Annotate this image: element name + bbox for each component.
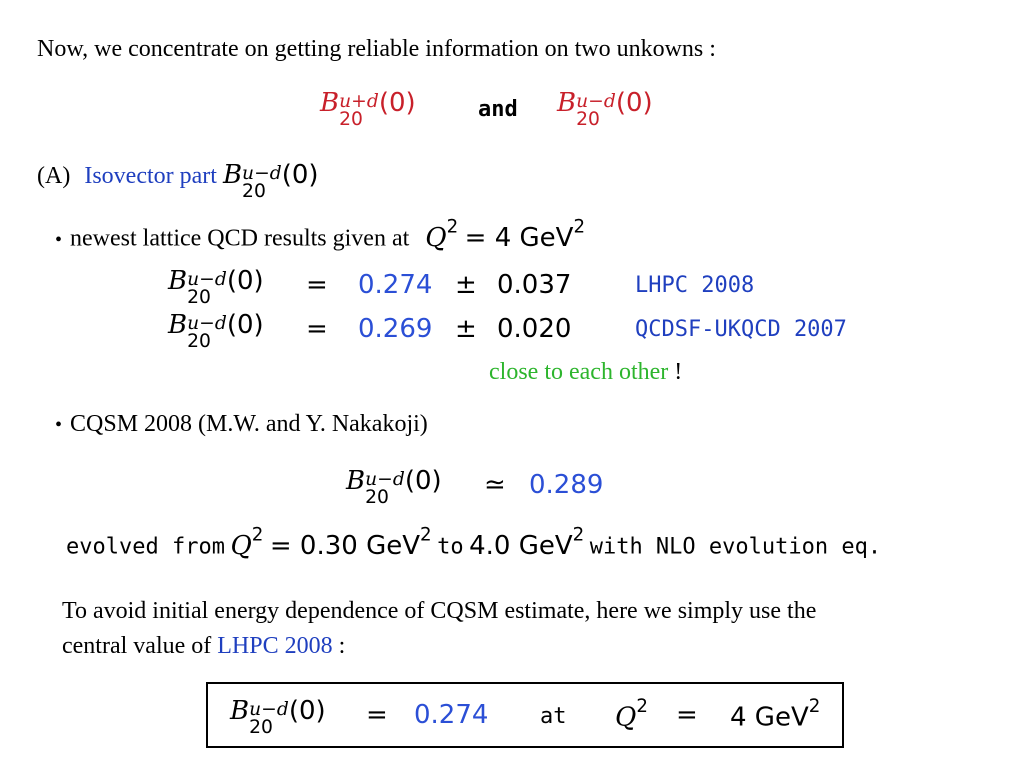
result-equals: = [306,270,328,300]
result-source: QCDSF-UKQCD 2007 [635,317,847,342]
result-pm: ± [455,314,477,344]
symbol-base: B [222,160,243,190]
result-error: 0.020 [497,314,572,344]
symbol-base: B [230,696,250,726]
paragraph-line-2: central value of LHPC 2008 : [62,633,345,660]
q-exponent: 2 [446,216,459,237]
symbol-base: B [346,466,366,496]
boxed-value: 0.274 [414,700,489,730]
symbol-subscript: 20 [576,109,600,131]
symbol-base: B [168,310,188,340]
bullet-mark: • [55,414,63,436]
symbol-base: B [557,88,577,118]
close-note-text: close to each other [489,359,669,385]
boxed-q-equals: = [676,700,698,730]
evolution-q-formula: Q2 = 0.30 GeV2 [230,524,431,561]
symbol-superscript: u−d [576,90,616,112]
symbol-superscript: u−d [187,312,227,334]
paragraph-line-1: To avoid initial energy dependence of CQ… [62,598,817,624]
result-value: 0.274 [358,270,433,300]
result-source: LHPC 2008 [635,273,755,298]
symbol-argument: (0) [288,696,326,726]
and-word: and [478,97,518,122]
evolution-word-from: evolved from [66,534,225,560]
symbol-superscript: u−d [187,268,227,290]
symbol-argument: (0) [226,266,264,296]
symbol-subscript: 20 [187,331,211,353]
bullet-cqsm-text: CQSM 2008 (M.W. and Y. Nakakoji) [70,411,428,437]
close-note-bang: ! [674,359,683,385]
bullet-lattice-text: newest lattice QCD results given at [70,225,410,252]
start-value-exponent: 2 [420,524,432,545]
symbol-superscript: u+d [339,90,379,112]
q-value: = 4 GeV [464,222,574,253]
evolution-word-with: with NLO evolution eq. [589,534,882,560]
symbol-superscript: u−d [365,468,405,490]
result-equals: = [306,314,328,344]
result-error: 0.037 [497,270,572,300]
boxed-q-value-exponent: 2 [808,696,821,717]
section-a-title: Isovector part [84,163,217,189]
symbol-argument: (0) [378,88,416,118]
intro-text: Now, we concentrate on getting reliable … [37,36,716,62]
evolution-end-value: 4.0 GeV [469,530,573,561]
symbol-subscript: 20 [242,181,266,203]
result-pm: ± [455,270,477,300]
paragraph-line-2-prefix: central value of [62,633,212,659]
lhpc-reference: LHPC 2008 [217,633,333,659]
symbol-base: B [168,266,188,296]
close-note: close to each other ! [489,359,682,386]
q-exponent: 2 [636,696,648,717]
symbol-superscript: u−d [242,162,282,184]
evolution-end-value-group: 4.0 GeV2 [469,524,584,561]
boxed-equals: = [366,700,388,730]
q-variable: Q [615,702,637,733]
symbol-subscript: 20 [187,287,211,309]
symbol-argument: (0) [615,88,653,118]
symbol-base: B [320,88,340,118]
symbol-argument: (0) [226,310,264,340]
evolution-start-value: = 0.30 GeV [269,530,420,561]
cqsm-value: 0.289 [529,470,604,500]
symbol-argument: (0) [281,160,319,190]
symbol-subscript: 20 [365,487,389,509]
boxed-q-value: 4 GeV [730,702,809,733]
result-value: 0.269 [358,314,433,344]
q-exponent: 2 [251,524,264,545]
symbol-subscript: 20 [249,717,273,739]
symbol-superscript: u−d [249,698,289,720]
q-variable: Q [425,222,447,253]
boxed-q-formula: Q2 [615,696,648,733]
q-squared-formula: Q2 = 4 GeV2 [425,216,585,253]
section-a-prefix: (A) [37,163,71,189]
q-variable: Q [230,530,252,561]
symbol-subscript: 20 [339,109,363,131]
bullet-mark: • [55,228,63,251]
evolution-line: evolved from Q2 = 0.30 GeV2 to 4.0 GeV2 … [66,524,881,561]
boxed-q-value-group: 4 GeV2 [730,696,820,733]
symbol-argument: (0) [404,466,442,496]
evolution-word-to: to [437,534,464,560]
boxed-at-word: at [540,704,567,729]
paragraph-line-2-suffix: : [338,633,346,659]
bullet-lattice: • newest lattice QCD results given at Q2 … [55,216,585,253]
end-value-exponent: 2 [572,524,585,545]
q-value-exponent: 2 [573,216,586,237]
bullet-cqsm: • CQSM 2008 (M.W. and Y. Nakakoji) [55,411,428,438]
cqsm-approx: ≃ [484,470,506,500]
